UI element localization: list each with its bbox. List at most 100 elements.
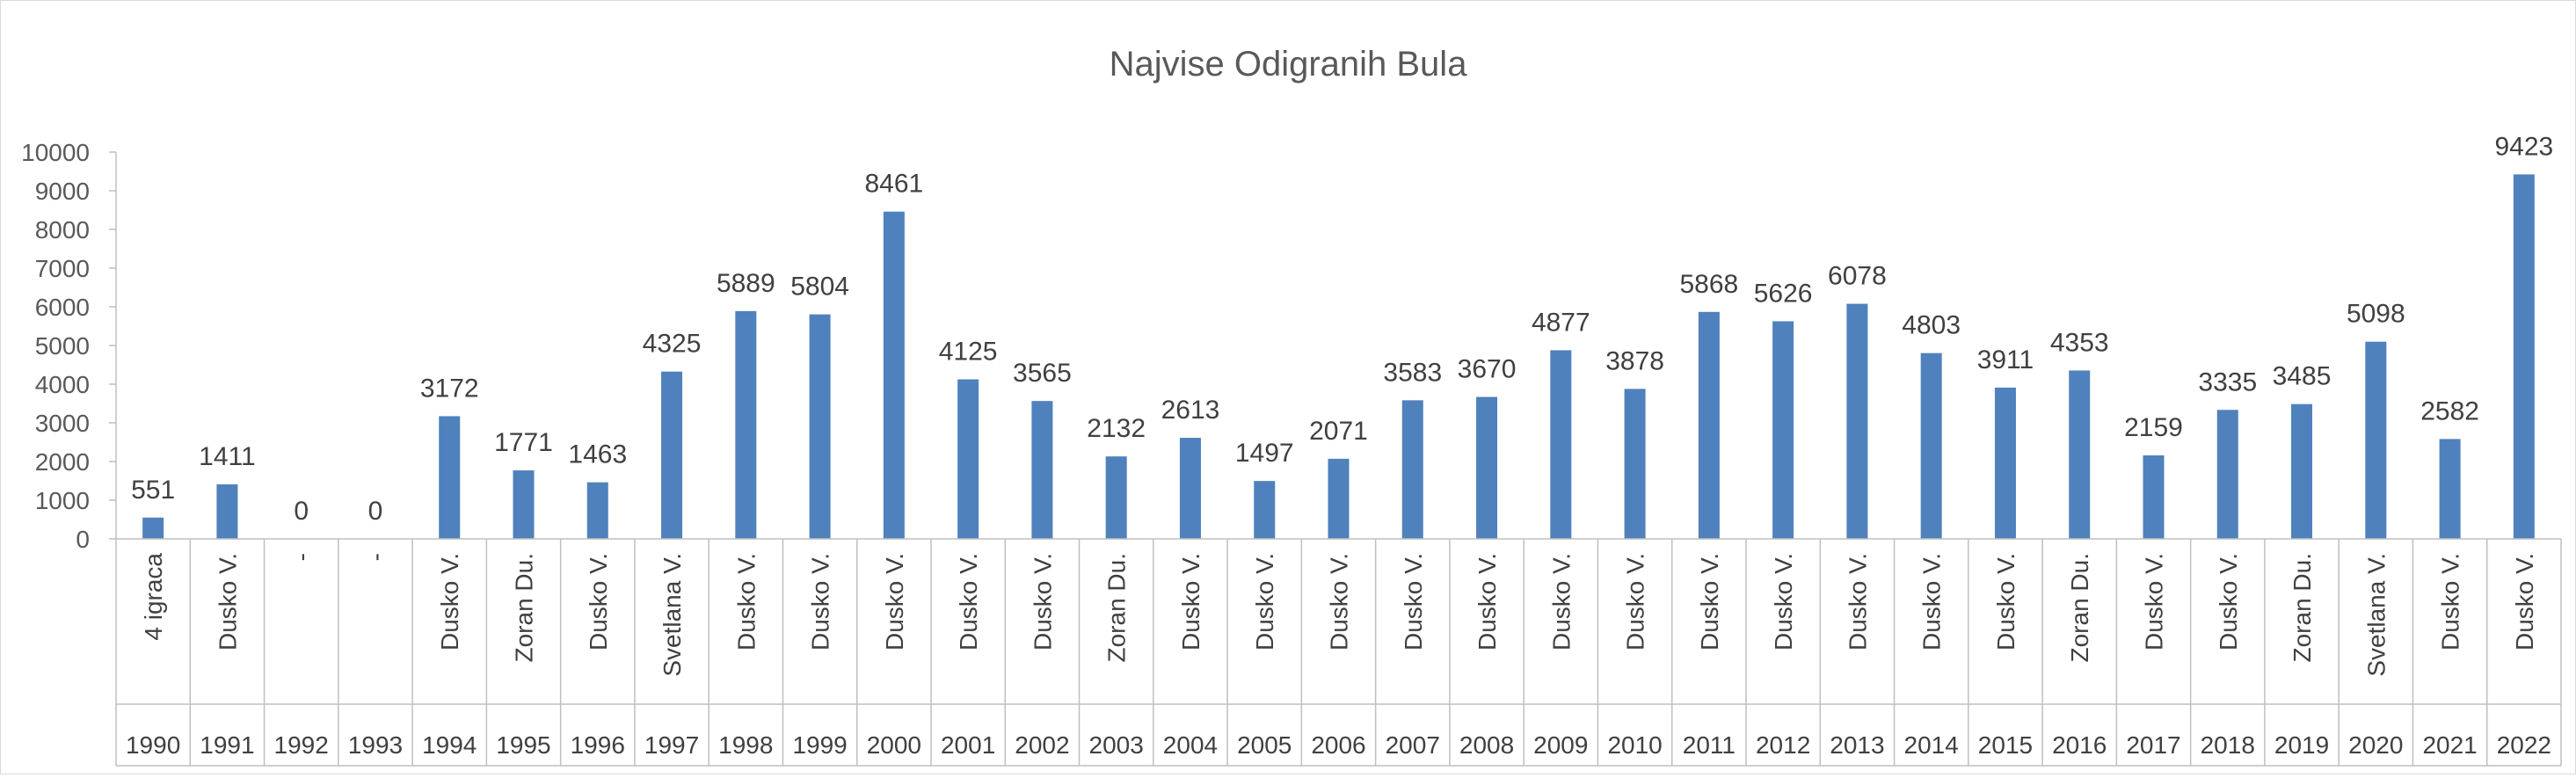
data-label: 0: [294, 497, 309, 526]
bar: [439, 416, 461, 539]
data-label: 5804: [790, 273, 849, 302]
x-category-player-label: Dusko V.: [732, 553, 760, 651]
x-category-year-label: 1997: [644, 731, 699, 759]
x-category-year-label: 1998: [718, 731, 773, 759]
bar: [2365, 341, 2387, 539]
data-label: 3878: [1605, 346, 1664, 375]
data-label: 6078: [1828, 262, 1887, 291]
x-category-year-label: 2002: [1015, 731, 1069, 759]
x-category-year-label: 1995: [496, 731, 550, 759]
x-category-year-label: 2000: [867, 731, 921, 759]
y-tick-label: 9000: [35, 178, 90, 205]
x-category-player-label: Dusko V.: [2437, 553, 2464, 651]
data-label: 3583: [1383, 358, 1442, 387]
x-category-year-label: 2012: [1756, 731, 1810, 759]
x-category-year-label: 1990: [126, 731, 180, 759]
x-category-year-label: 2019: [2274, 731, 2329, 759]
x-category-year-label: 2010: [1607, 731, 1662, 759]
y-tick-label: 5000: [35, 332, 90, 360]
bar: [1920, 353, 1942, 539]
bar: [957, 379, 979, 539]
x-category-year-label: 2007: [1386, 731, 1440, 759]
data-label: 9423: [2494, 132, 2553, 161]
x-category-player-label: Dusko V.: [807, 553, 834, 651]
x-category-player-label: Dusko V.: [1918, 553, 1946, 651]
bar: [661, 371, 683, 539]
x-category-year-label: 2001: [941, 731, 995, 759]
data-label: 3670: [1458, 355, 1517, 384]
x-category-player-label: Dusko V.: [2141, 553, 2168, 651]
x-category-player-label: Dusko V.: [1992, 553, 2019, 651]
x-category-year-label: 1994: [422, 731, 477, 759]
x-category-year-label: 2018: [2201, 731, 2255, 759]
x-category-player-label: Dusko V.: [1029, 553, 1056, 651]
chart-title: Najvise Odigranih Bula: [1110, 45, 1468, 84]
data-label: 5626: [1754, 279, 1813, 308]
bar: [1105, 456, 1127, 539]
x-category-player-label: Svetlana V.: [659, 553, 686, 677]
bar: [1550, 350, 1572, 539]
data-label: 8461: [864, 170, 923, 199]
x-axis: 4 igraca 1990 Dusko V. 1991 - 1992 - 1993 Dusko …: [115, 538, 2562, 767]
data-label: 0: [368, 497, 383, 526]
bar: [1698, 311, 1720, 539]
data-label: 4125: [939, 338, 998, 367]
data-label: 5868: [1679, 270, 1738, 299]
bar: [1401, 400, 1423, 539]
data-label: 2132: [1087, 414, 1146, 443]
x-category-year-label: 1991: [200, 731, 254, 759]
x-category-year-label: 2021: [2422, 731, 2477, 759]
bar: [513, 470, 535, 539]
bar: [1179, 438, 1201, 539]
data-labels: 551 1411 0 0 3172 1771 1463 4325 5889 5804 8461 412…: [131, 132, 2553, 526]
x-category-year-label: 2020: [2348, 731, 2403, 759]
data-label: 4353: [2050, 328, 2109, 357]
x-category-player-label: Zoran Du.: [2066, 553, 2093, 663]
x-category-year-label: 2008: [1459, 731, 1514, 759]
bar: [142, 517, 164, 539]
x-category-player-label: Dusko V.: [1770, 553, 1797, 651]
bar: [1846, 303, 1868, 539]
y-tick-label: 3000: [35, 410, 90, 437]
y-tick-label: 4000: [35, 371, 90, 398]
bar: [883, 211, 905, 539]
x-category-year-label: 2009: [1533, 731, 1588, 759]
x-category-player-label: Dusko V.: [1622, 553, 1649, 651]
x-category-player-label: Zoran Du.: [511, 553, 538, 663]
data-label: 4877: [1532, 308, 1590, 337]
y-tick-label: 8000: [35, 216, 90, 244]
x-category-year-label: 2016: [2052, 731, 2107, 759]
data-label: 1497: [1235, 439, 1294, 468]
x-category-year-label: 2004: [1163, 731, 1218, 759]
bar: [1031, 401, 1053, 539]
x-category-player-label: Dusko V.: [1400, 553, 1427, 651]
y-tick-label: 0: [76, 526, 90, 553]
data-label: 3565: [1013, 359, 1072, 388]
x-category-player-label: Dusko V.: [436, 553, 463, 651]
x-category-player-label: Dusko V.: [1177, 553, 1204, 651]
bar: [586, 482, 608, 539]
bar: [1476, 396, 1498, 539]
data-label: 3172: [420, 374, 479, 403]
data-label: 1411: [199, 442, 256, 471]
data-label: 2159: [2124, 413, 2183, 442]
bar: [1328, 458, 1350, 539]
data-label: 1771: [494, 428, 553, 457]
data-label: 1463: [568, 440, 627, 469]
x-category-player-label: Dusko V.: [955, 553, 982, 651]
bar: [2513, 174, 2535, 539]
x-category-player-label: Zoran Du.: [2289, 553, 2316, 663]
bar: [2291, 404, 2313, 539]
bar: [1772, 321, 1794, 539]
x-category-player-label: -: [362, 553, 389, 561]
x-category-player-label: Dusko V.: [585, 553, 612, 651]
x-category-player-label: Dusko V.: [1251, 553, 1278, 651]
data-label: 5889: [717, 269, 775, 298]
x-category-player-label: Dusko V.: [214, 553, 241, 651]
x-category-year-label: 2011: [1683, 731, 1736, 759]
x-category-year-label: 2022: [2497, 731, 2551, 759]
x-category-player-label: 4 igraca: [140, 553, 167, 641]
bar: [735, 310, 757, 539]
x-category-year-label: 2014: [1904, 731, 1959, 759]
